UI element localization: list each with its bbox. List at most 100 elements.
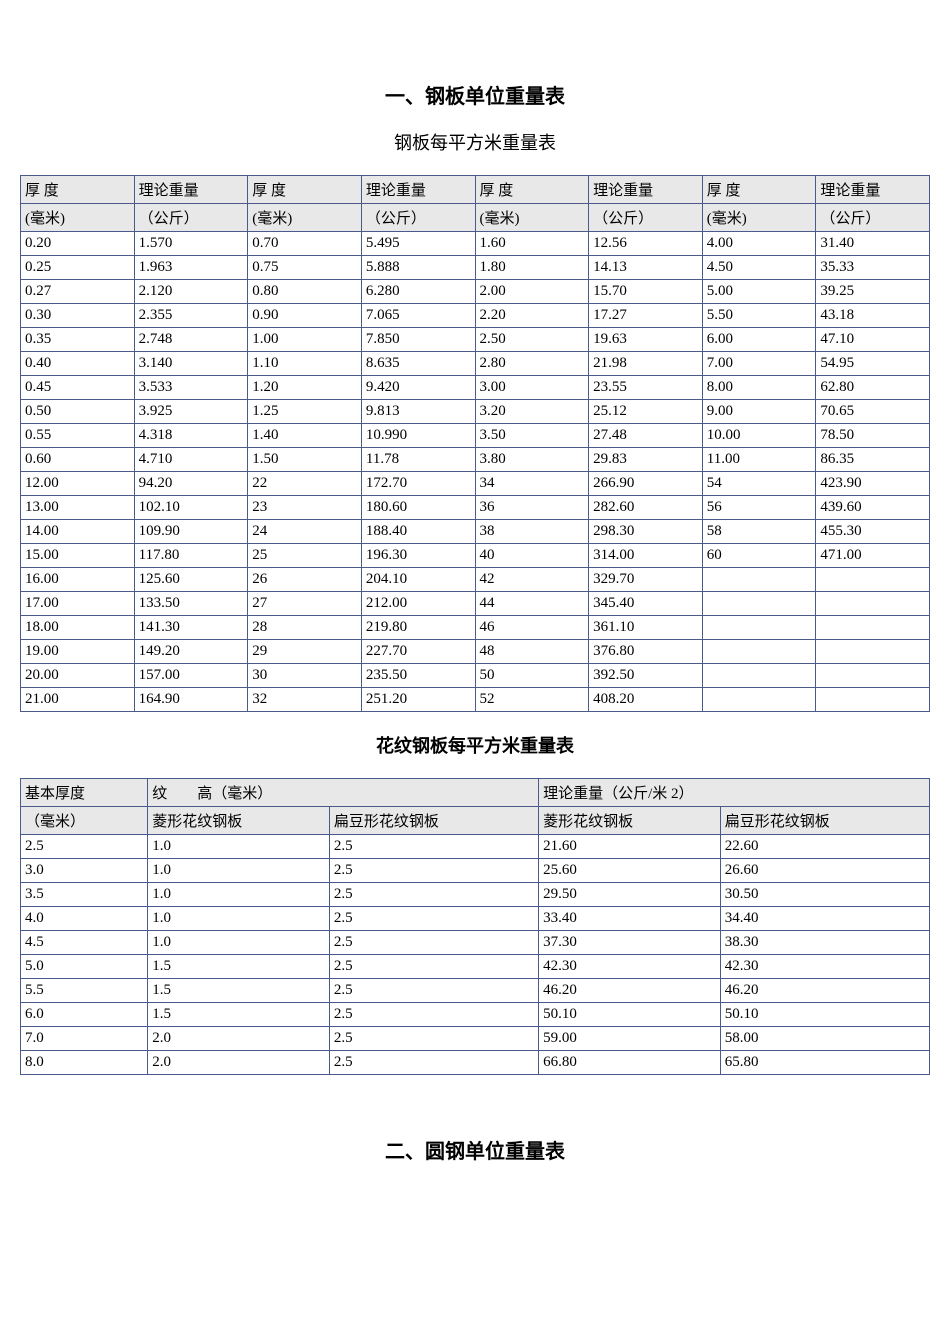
table-cell: 227.70 (361, 640, 475, 664)
table-cell: 2.0 (148, 1027, 330, 1051)
table-cell: 1.963 (134, 256, 248, 280)
table-cell: 1.0 (148, 907, 330, 931)
table-cell: 29.50 (539, 883, 721, 907)
table-cell: 0.75 (248, 256, 362, 280)
table-cell: 32 (248, 688, 362, 712)
table-cell: 266.90 (589, 472, 703, 496)
table-cell: 3.80 (475, 448, 589, 472)
table-cell: 30.50 (720, 883, 929, 907)
table-cell: 109.90 (134, 520, 248, 544)
table-row: 18.00141.3028219.8046361.10 (21, 616, 930, 640)
table-cell: 27.48 (589, 424, 703, 448)
table-cell: 3.20 (475, 400, 589, 424)
table-cell: 9.00 (702, 400, 816, 424)
table-cell: 5.888 (361, 256, 475, 280)
table-header-cell: (毫米) (248, 204, 362, 232)
table-row: 0.201.5700.705.4951.6012.564.0031.40 (21, 232, 930, 256)
table-cell: 21.98 (589, 352, 703, 376)
table-row: 0.453.5331.209.4203.0023.558.0062.80 (21, 376, 930, 400)
table-row: 17.00133.5027212.0044345.40 (21, 592, 930, 616)
table-cell: 0.60 (21, 448, 135, 472)
table-cell: 251.20 (361, 688, 475, 712)
table-cell: 0.70 (248, 232, 362, 256)
table-cell: 3.925 (134, 400, 248, 424)
table-cell: 1.50 (248, 448, 362, 472)
table-cell: 1.80 (475, 256, 589, 280)
table-header-cell: 理论重量 (589, 176, 703, 204)
table-row: 21.00164.9032251.2052408.20 (21, 688, 930, 712)
table-cell: 4.50 (702, 256, 816, 280)
table-header-cell: 基本厚度 (21, 779, 148, 807)
table-cell: 0.27 (21, 280, 135, 304)
table-cell: 48 (475, 640, 589, 664)
table-cell: 345.40 (589, 592, 703, 616)
table-cell (702, 592, 816, 616)
table-cell: 34.40 (720, 907, 929, 931)
table-cell: 59.00 (539, 1027, 721, 1051)
table-header-cell: 纹 高（毫米） (148, 779, 539, 807)
table-cell: 1.570 (134, 232, 248, 256)
table-cell (816, 568, 930, 592)
table-row: 0.251.9630.755.8881.8014.134.5035.33 (21, 256, 930, 280)
table-cell: 12.56 (589, 232, 703, 256)
table-header-cell: （公斤） (361, 204, 475, 232)
table-cell: 12.00 (21, 472, 135, 496)
table-cell: 157.00 (134, 664, 248, 688)
table-cell (816, 664, 930, 688)
table-header-cell: 菱形花纹钢板 (148, 807, 330, 835)
table-row: 12.0094.2022172.7034266.9054423.90 (21, 472, 930, 496)
table-cell: 2.50 (475, 328, 589, 352)
table-cell: 14.00 (21, 520, 135, 544)
table-cell: 21.60 (539, 835, 721, 859)
table-cell: 46 (475, 616, 589, 640)
table-cell: 3.5 (21, 883, 148, 907)
table-row: 13.00102.1023180.6036282.6056439.60 (21, 496, 930, 520)
table-header-cell: 理论重量（公斤/米 2） (539, 779, 930, 807)
table-cell: 2.5 (329, 859, 538, 883)
table-cell: 17.00 (21, 592, 135, 616)
table-cell: 3.0 (21, 859, 148, 883)
table-cell: 0.40 (21, 352, 135, 376)
table-cell: 46.20 (539, 979, 721, 1003)
table-cell: 196.30 (361, 544, 475, 568)
table-row: 0.554.3181.4010.9903.5027.4810.0078.50 (21, 424, 930, 448)
table-cell (816, 640, 930, 664)
table-cell: 0.35 (21, 328, 135, 352)
table-cell: 23.55 (589, 376, 703, 400)
table-cell: 35.33 (816, 256, 930, 280)
table-cell: 10.990 (361, 424, 475, 448)
table-cell: 37.30 (539, 931, 721, 955)
table-cell: 86.35 (816, 448, 930, 472)
table-cell: 133.50 (134, 592, 248, 616)
table2-subtitle: 花纹钢板每平方米重量表 (20, 732, 930, 758)
table-header-cell: （公斤） (589, 204, 703, 232)
table-cell: 439.60 (816, 496, 930, 520)
patterned-steel-plate-table: 基本厚度纹 高（毫米）理论重量（公斤/米 2）（毫米）菱形花纹钢板扁豆形花纹钢板… (20, 778, 930, 1075)
table-cell: 9.420 (361, 376, 475, 400)
table-cell: 1.20 (248, 376, 362, 400)
table-cell: 47.10 (816, 328, 930, 352)
table-cell: 38 (475, 520, 589, 544)
table-cell: 11.78 (361, 448, 475, 472)
table-cell: 2.5 (329, 835, 538, 859)
table-cell: 6.280 (361, 280, 475, 304)
table-cell: 50.10 (539, 1003, 721, 1027)
table-row: 0.503.9251.259.8133.2025.129.0070.65 (21, 400, 930, 424)
table-cell: 14.13 (589, 256, 703, 280)
table-cell: 22.60 (720, 835, 929, 859)
table-row: 4.01.02.533.4034.40 (21, 907, 930, 931)
table-cell: 8.0 (21, 1051, 148, 1075)
table-cell: 1.0 (148, 835, 330, 859)
table1-subtitle: 钢板每平方米重量表 (20, 129, 930, 155)
table-cell: 455.30 (816, 520, 930, 544)
table-cell: 78.50 (816, 424, 930, 448)
table-cell: 282.60 (589, 496, 703, 520)
table-cell: 0.90 (248, 304, 362, 328)
table-cell: 0.50 (21, 400, 135, 424)
table-cell: 2.20 (475, 304, 589, 328)
table-cell: 36 (475, 496, 589, 520)
table-cell: 94.20 (134, 472, 248, 496)
table-cell: 38.30 (720, 931, 929, 955)
table-row: 7.02.02.559.0058.00 (21, 1027, 930, 1051)
table-cell: 2.5 (329, 955, 538, 979)
